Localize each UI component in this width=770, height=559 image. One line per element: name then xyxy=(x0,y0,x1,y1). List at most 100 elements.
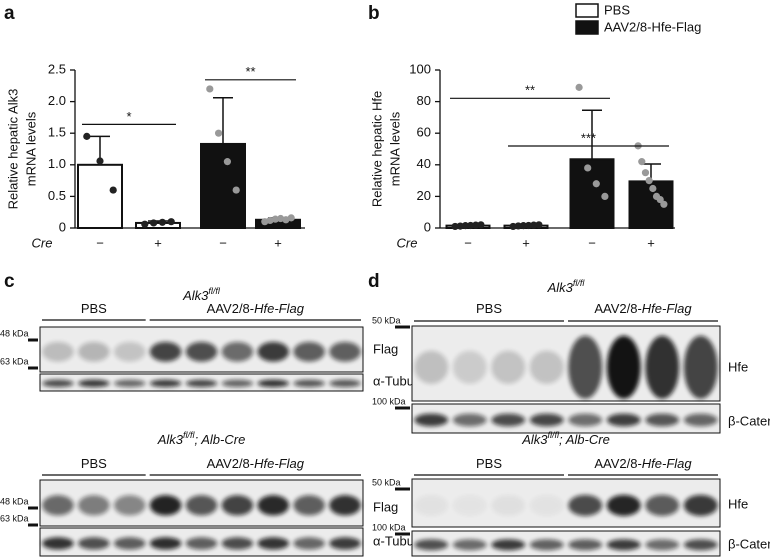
data-point xyxy=(472,221,480,229)
significance-label: ** xyxy=(245,64,255,79)
band-label: Flag xyxy=(373,341,398,356)
data-point xyxy=(271,215,279,223)
blot-band xyxy=(645,494,680,516)
x-row-label: Cre xyxy=(397,235,418,250)
y-tick-label: 60 xyxy=(417,125,431,140)
y-tick-label: 0.5 xyxy=(48,188,66,203)
significance-label: ** xyxy=(525,83,535,98)
title-sup: fl/fl xyxy=(208,286,221,296)
blot-band xyxy=(491,494,526,516)
x-tick-label: − xyxy=(588,235,596,250)
data-point xyxy=(461,222,470,230)
blot-band xyxy=(185,341,218,362)
legend-swatch xyxy=(575,20,599,35)
data-point xyxy=(535,221,543,229)
blot-band xyxy=(568,413,603,427)
blot-band xyxy=(606,413,641,427)
x-row-label: Cre xyxy=(32,235,53,250)
panel-label: d xyxy=(368,271,380,292)
group-text-italic: Hfe-Flag xyxy=(642,456,693,471)
blot-band xyxy=(452,350,487,384)
data-point xyxy=(96,157,104,165)
band-label: β-Catenin xyxy=(728,413,770,428)
title-gene: Alk3 xyxy=(521,432,548,447)
blot-band xyxy=(606,335,641,399)
x-tick-label: − xyxy=(464,235,472,250)
group-text: AAV2/8- xyxy=(207,301,254,316)
blot-band xyxy=(113,495,146,516)
marker-label: 48 kDa xyxy=(0,496,29,506)
data-point xyxy=(232,186,240,194)
group-text: PBS xyxy=(476,456,502,471)
blot-band xyxy=(149,341,182,362)
group-text: PBS xyxy=(81,456,107,471)
group-text-italic: Hfe-Flag xyxy=(254,301,305,316)
group-label: PBS xyxy=(476,301,502,316)
marker-label: 100 kDa xyxy=(372,522,406,532)
group-label: AAV2/8-Hfe-Flag xyxy=(207,301,305,316)
marker-label: 48 kDa xyxy=(0,328,29,338)
bar xyxy=(135,221,181,230)
blot-band xyxy=(221,495,254,516)
data-point xyxy=(83,132,91,140)
blot-band xyxy=(221,537,254,550)
blot-band xyxy=(221,379,254,388)
data-point xyxy=(584,164,592,172)
blot-band xyxy=(491,350,526,384)
blot-band xyxy=(293,537,325,550)
y-tick-label: 100 xyxy=(409,61,431,76)
blot-title: Alk3fl/fl xyxy=(182,286,221,303)
y-tick-label: 80 xyxy=(417,93,431,108)
blot-band xyxy=(491,539,526,551)
y-tick-label: 1.0 xyxy=(48,156,66,171)
blot-band xyxy=(645,335,680,399)
blot-band xyxy=(257,537,290,550)
y-tick-label: 0 xyxy=(424,219,431,234)
data-point xyxy=(524,221,533,230)
data-point xyxy=(150,219,158,227)
group-text: AAV2/8- xyxy=(594,301,641,316)
blot-band xyxy=(78,495,110,516)
data-point xyxy=(167,218,175,226)
y-tick-label: 2.0 xyxy=(48,93,66,108)
data-point xyxy=(575,83,583,91)
blot-band xyxy=(257,341,290,362)
blot-band xyxy=(645,413,680,427)
data-point xyxy=(206,85,214,93)
bar xyxy=(200,142,246,229)
blot-band xyxy=(185,379,218,388)
group-label: PBS xyxy=(476,456,502,471)
blot-band xyxy=(329,341,361,362)
blot-title: Alk3fl/fl; Alb-Cre xyxy=(157,430,246,447)
blot-band xyxy=(683,494,718,516)
x-tick-label: − xyxy=(219,235,227,250)
group-text: AAV2/8- xyxy=(594,456,641,471)
band-label: Hfe xyxy=(728,496,748,511)
x-tick-label: + xyxy=(154,235,162,250)
group-text: PBS xyxy=(81,301,107,316)
x-tick-label: − xyxy=(96,235,104,250)
data-point xyxy=(287,214,295,222)
group-label: PBS xyxy=(81,456,107,471)
title-sup: fl/fl xyxy=(183,430,196,440)
x-tick-label: + xyxy=(274,235,282,250)
blot-band xyxy=(78,379,110,388)
blot-band xyxy=(257,379,290,388)
blot-band xyxy=(529,539,564,551)
data-point xyxy=(641,169,650,177)
blot-band xyxy=(491,413,526,427)
y-tick-label: 2.5 xyxy=(48,61,66,76)
blot-band xyxy=(529,413,564,427)
blot-band xyxy=(149,379,182,388)
y-axis-label: mRNA levels xyxy=(23,111,38,186)
blot-band xyxy=(329,537,361,550)
y-tick-label: 0 xyxy=(59,219,66,234)
blot-band xyxy=(414,350,449,384)
marker-label: 50 kDa xyxy=(372,477,401,487)
blot-band xyxy=(568,335,603,399)
blot-title: Alk3fl/fl xyxy=(547,278,586,295)
marker-label: 50 kDa xyxy=(372,315,401,325)
title-gene: Alk3 xyxy=(157,432,184,447)
title-gene: Alk3 xyxy=(547,280,574,295)
